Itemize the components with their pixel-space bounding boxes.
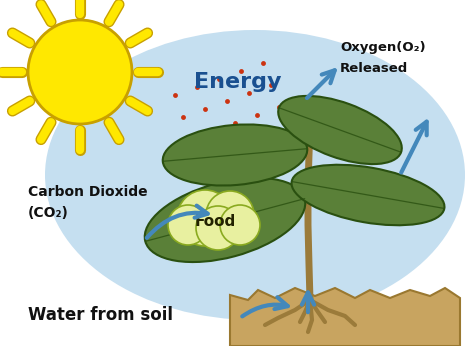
Circle shape xyxy=(168,205,208,245)
Polygon shape xyxy=(230,288,460,346)
Circle shape xyxy=(177,190,233,246)
Ellipse shape xyxy=(163,125,307,185)
Text: Carbon Dioxide: Carbon Dioxide xyxy=(28,185,147,199)
Text: Oxygen(O₂): Oxygen(O₂) xyxy=(340,42,426,55)
Ellipse shape xyxy=(45,30,465,320)
Text: (CO₂): (CO₂) xyxy=(28,206,69,220)
Text: Released: Released xyxy=(340,62,408,74)
Text: Energy: Energy xyxy=(194,72,282,92)
Circle shape xyxy=(196,206,240,250)
Ellipse shape xyxy=(278,96,402,164)
Text: Water from soil: Water from soil xyxy=(28,306,173,324)
Circle shape xyxy=(28,20,132,124)
Circle shape xyxy=(206,191,254,239)
Ellipse shape xyxy=(145,178,305,262)
Text: Food: Food xyxy=(194,215,236,229)
Circle shape xyxy=(220,205,260,245)
Ellipse shape xyxy=(292,165,445,225)
